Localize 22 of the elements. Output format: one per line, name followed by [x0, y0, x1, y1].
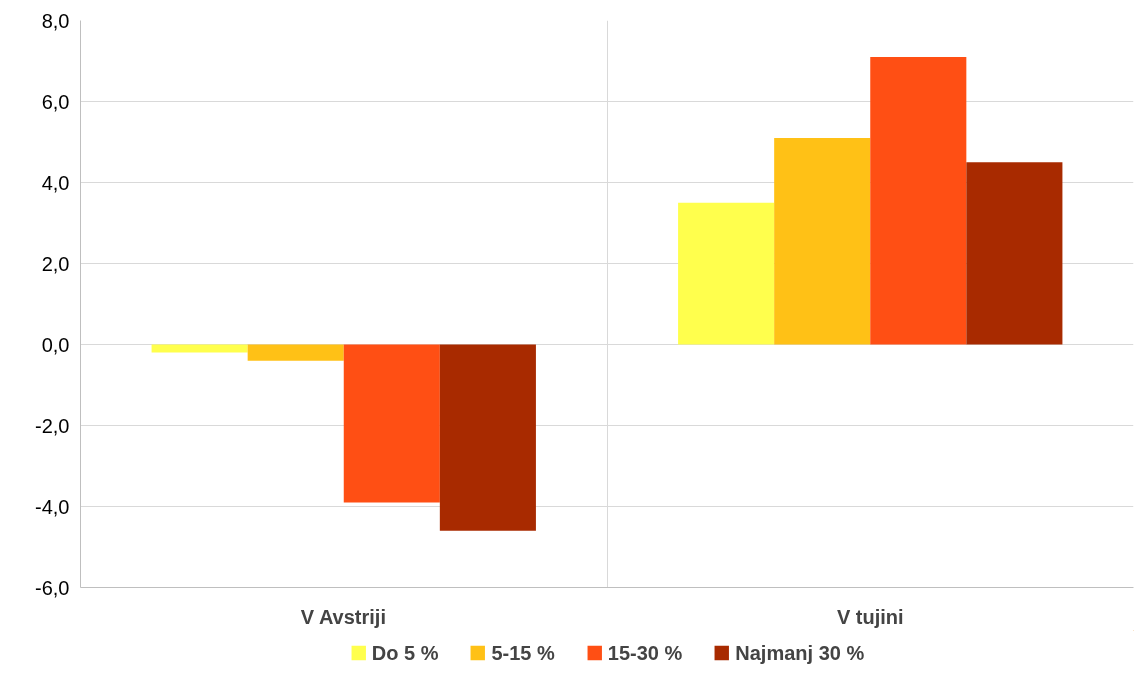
bar: [870, 56, 967, 345]
bar: [247, 344, 344, 361]
bar: [774, 137, 871, 345]
legend-label: 5-15 %: [491, 641, 555, 664]
bar: [678, 202, 775, 345]
y-tick-label: 8,0: [41, 9, 70, 32]
y-tick-label: 4,0: [41, 171, 70, 194]
x-tick-label: V Avstriji: [300, 605, 386, 628]
bar: [439, 344, 536, 531]
y-tick-label: -6,0: [35, 576, 70, 599]
y-tick-label: 0,0: [41, 333, 70, 356]
y-tick-label: 2,0: [41, 252, 70, 275]
legend-label: Najmanj 30 %: [735, 641, 865, 664]
legend-label: Do 5 %: [371, 641, 439, 664]
bar: [966, 162, 1063, 345]
x-tick-label: V tujini: [836, 605, 904, 628]
bar: [151, 344, 248, 353]
bar: [343, 344, 440, 503]
y-tick-label: -2,0: [35, 414, 70, 437]
y-tick-label: -4,0: [35, 495, 70, 518]
y-tick-label: 6,0: [41, 90, 70, 113]
legend-label: 15-30 %: [607, 641, 683, 664]
